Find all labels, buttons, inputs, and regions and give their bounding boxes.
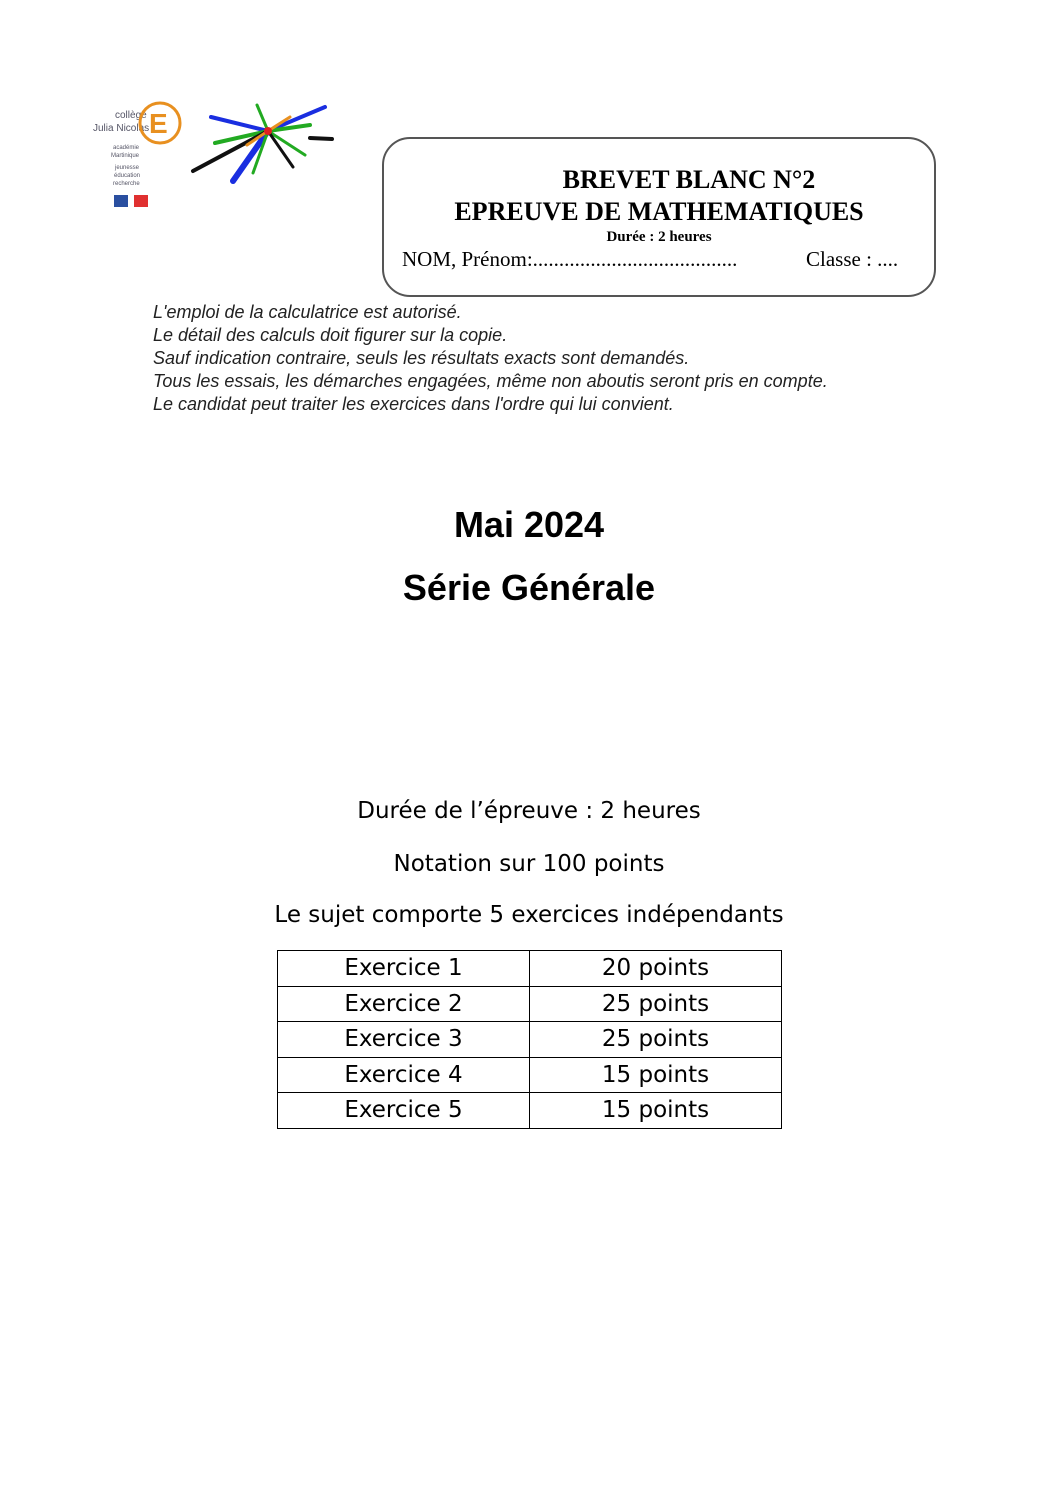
school-logo: collège Julia Nicolas E académie Martini… <box>93 101 334 207</box>
svg-text:Julia Nicolas: Julia Nicolas <box>93 123 149 134</box>
svg-text:éducation: éducation <box>114 173 140 179</box>
svg-text:jeunesse: jeunesse <box>114 165 140 171</box>
exam-duration: Durée : 2 heures <box>606 229 712 245</box>
table-row: Exercice 4 15 points <box>277 1056 782 1093</box>
instructions: L'emploi de la calculatrice est autorisé… <box>153 301 828 416</box>
points-cell: 25 points <box>529 1021 782 1058</box>
exercise-cell: Exercice 5 <box>277 1092 530 1129</box>
name-field: NOM, Prénom:............................… <box>402 247 738 271</box>
instruction-line: L'emploi de la calculatrice est autorisé… <box>153 302 462 322</box>
svg-text:Martinique: Martinique <box>111 153 140 159</box>
exam-subject: EPREUVE DE MATHEMATIQUES <box>454 197 864 226</box>
svg-text:collège: collège <box>115 110 147 121</box>
svg-text:académie: académie <box>113 145 140 151</box>
points-cell: 15 points <box>529 1092 782 1129</box>
exercise-count-text: Le sujet comporte 5 exercices indépendan… <box>274 902 784 928</box>
svg-text:E: E <box>149 108 168 139</box>
table-row: Exercice 5 15 points <box>277 1092 782 1129</box>
exam-title: BREVET BLANC N°2 <box>562 165 816 194</box>
exercise-cell: Exercice 3 <box>277 1021 530 1058</box>
exam-date: Mai 2024 <box>453 504 605 545</box>
exam-header-box: BREVET BLANC N°2 EPREUVE DE MATHEMATIQUE… <box>382 137 936 297</box>
duration-text: Durée de l’épreuve : 2 heures <box>357 798 701 824</box>
exam-serie: Série Générale <box>402 567 656 608</box>
exercise-cell: Exercice 1 <box>277 950 530 987</box>
points-cell: 15 points <box>529 1056 782 1093</box>
points-table: Exercice 1 20 points Exercice 2 25 points … <box>277 950 782 1129</box>
points-cell: 25 points <box>529 985 782 1022</box>
table-row: Exercice 2 25 points <box>277 985 782 1022</box>
table-row: Exercice 3 25 points <box>277 1021 782 1058</box>
instruction-line: Sauf indication contraire, seuls les rés… <box>153 348 690 368</box>
table-row: Exercice 1 20 points <box>277 950 782 987</box>
svg-text:recherche: recherche <box>113 181 140 187</box>
instruction-line: Tous les essais, les démarches engagées,… <box>153 371 828 391</box>
exercise-cell: Exercice 2 <box>277 985 530 1022</box>
notation-text: Notation sur 100 points <box>393 851 665 877</box>
class-field: Classe : .... <box>806 247 899 271</box>
instruction-line: Le candidat peut traiter les exercices d… <box>153 394 674 414</box>
instruction-line: Le détail des calculs doit figurer sur l… <box>153 325 508 345</box>
points-cell: 20 points <box>529 950 782 987</box>
exercise-cell: Exercice 4 <box>277 1056 530 1093</box>
